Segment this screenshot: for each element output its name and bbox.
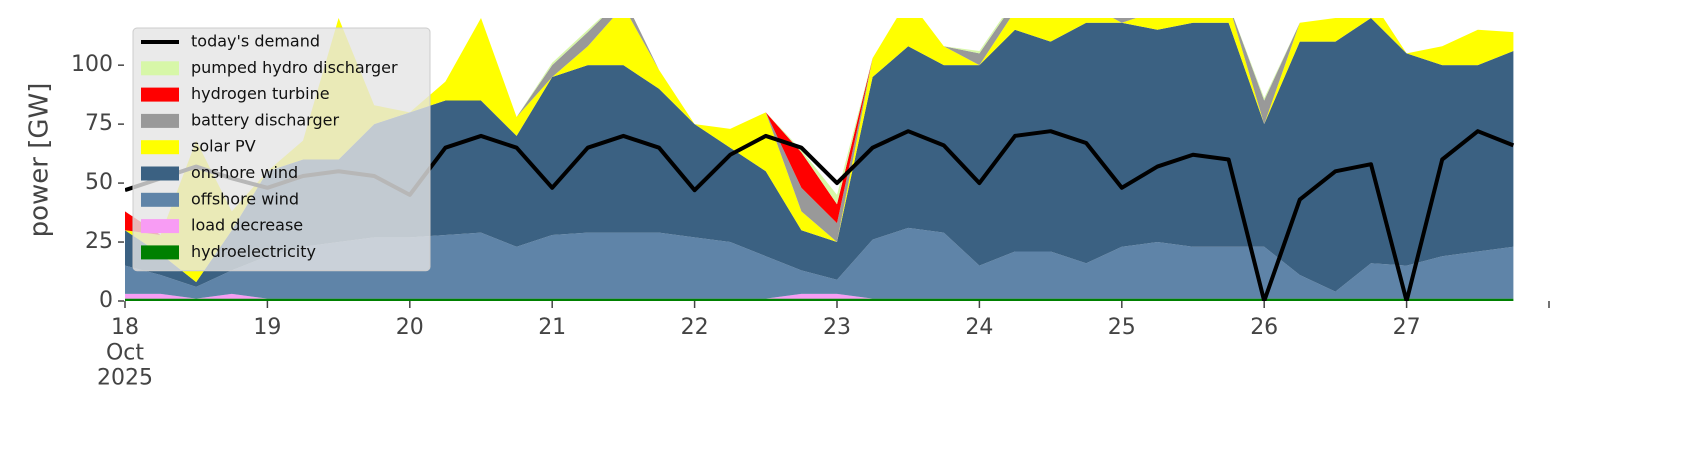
area-1 — [125, 293, 1514, 299]
x-tick-label: 20 — [396, 315, 424, 340]
legend-label: load decrease — [191, 216, 303, 235]
area-4 — [125, 18, 1514, 283]
area-3 — [125, 18, 1514, 292]
legend-swatch — [141, 166, 179, 181]
x-tick-label: 21 — [538, 315, 566, 340]
x-tick-label: 24 — [965, 315, 993, 340]
legend-swatch — [141, 61, 179, 76]
x-tick-label: 18 Oct 2025 — [97, 315, 153, 391]
legend-swatch — [141, 219, 179, 234]
legend-label: onshore wind — [191, 163, 298, 182]
y-tick-label: 25 — [85, 229, 113, 254]
area-6 — [125, 18, 1514, 235]
legend-label: offshore wind — [191, 189, 299, 208]
legend-label: solar PV — [191, 137, 256, 156]
legend-label: battery discharger — [191, 110, 339, 129]
y-axis-label: power [GW] — [25, 83, 55, 238]
y-tick-label: 75 — [85, 111, 113, 136]
legend-swatch — [141, 192, 179, 207]
y-tick-label: 0 — [99, 288, 113, 313]
x-tick-label: 19 — [253, 315, 281, 340]
area-0 — [125, 298, 1514, 301]
legend-box — [132, 27, 431, 272]
legend-label: pumped hydro discharger — [191, 58, 398, 77]
legend-swatch — [141, 245, 179, 260]
x-tick-label: 23 — [823, 315, 851, 340]
legend-swatch — [141, 140, 179, 155]
legend-swatch — [141, 113, 179, 128]
y-tick-label: 100 — [71, 52, 113, 77]
x-tick-label: 27 — [1393, 315, 1421, 340]
x-tick-label: 22 — [681, 315, 709, 340]
axes: 0 25 50 75 100 18 Oct 2025 19 20 21 22 23 24 25 26 27 — [71, 52, 1550, 391]
legend-swatch — [141, 87, 179, 102]
legend-label: today's demand — [191, 32, 320, 51]
legend: today's demand pumped hydro discharger hyd… — [132, 27, 431, 272]
area-2 — [125, 227, 1514, 299]
y-tick-label: 50 — [85, 170, 113, 195]
x-tick-label: 26 — [1250, 315, 1278, 340]
legend-label: hydrogen turbine — [191, 84, 330, 103]
x-tick-label: 25 — [1108, 315, 1136, 340]
legend-label: hydroelectricity — [191, 242, 316, 261]
